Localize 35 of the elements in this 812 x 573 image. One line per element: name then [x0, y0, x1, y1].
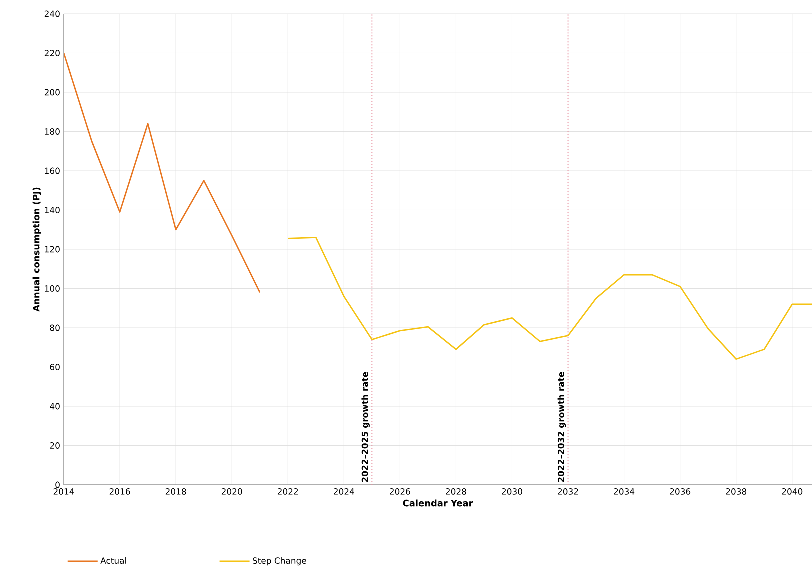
x-tick-label: 2024 [334, 488, 354, 495]
x-tick-label: 2016 [110, 488, 130, 495]
x-tick-label: 2034 [614, 488, 635, 495]
y-tick-label: 0 [56, 482, 60, 488]
x-tick-label: 2022 [278, 488, 298, 495]
y-tick-label: 240 [44, 10, 60, 18]
y-tick-label: 200 [44, 89, 60, 96]
y-axis-title: Annual consumption (PJ) [32, 188, 42, 312]
line-series [287, 237, 812, 360]
y-tick-label: 20 [50, 442, 60, 449]
x-tick-label: 2014 [54, 488, 74, 495]
legend-label: Actual [100, 557, 126, 564]
x-tick-label: 2036 [670, 488, 691, 495]
y-tick-label: 120 [45, 246, 60, 253]
y-tick-label: 100 [45, 286, 60, 292]
y-tick-label: 80 [50, 324, 60, 332]
y-tick-label: 60 [50, 364, 60, 370]
x-tick-label: 2030 [502, 488, 522, 495]
y-tick-label: 40 [50, 403, 60, 410]
y-tick-label: 140 [45, 207, 60, 214]
x-tick-label: 2032 [558, 488, 578, 495]
x-tick-label: 2026 [390, 488, 410, 495]
line-series [64, 52, 261, 294]
x-tick-label: 2038 [726, 488, 747, 495]
x-axis-title: Calendar Year [403, 500, 474, 507]
x-tick-label: 2040 [782, 488, 803, 495]
y-tick-label: 160 [45, 168, 60, 174]
y-tick-label: 180 [45, 128, 60, 135]
ref-line-label: 2022–2032 growth rate [558, 372, 566, 482]
x-tick-label: 2020 [222, 488, 242, 495]
legend-label: Step Change [253, 557, 306, 566]
x-tick-label: 2018 [166, 488, 186, 495]
ref-line-label: 2022–2025 growth rate [362, 372, 370, 482]
x-tick-label: 2028 [446, 488, 466, 495]
y-tick-label: 220 [44, 50, 60, 56]
